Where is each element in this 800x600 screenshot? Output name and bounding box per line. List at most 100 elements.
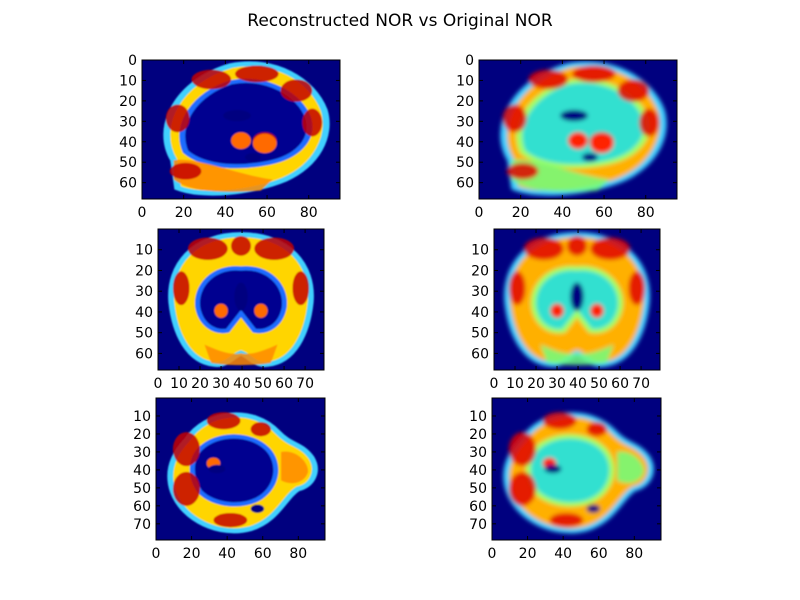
y-tick-label: 50 xyxy=(133,481,151,497)
y-tick-label: 10 xyxy=(119,73,137,89)
x-tick-label: 20 xyxy=(527,376,545,392)
y-tick-label: 30 xyxy=(456,114,474,130)
x-tick-label: 80 xyxy=(637,205,655,221)
axes-frame xyxy=(493,228,661,371)
hot-region xyxy=(617,79,650,102)
hot-region xyxy=(231,236,251,256)
hot-region xyxy=(235,65,279,83)
nucleus-region xyxy=(214,303,228,318)
void-region xyxy=(223,110,251,122)
x-tick-label: 80 xyxy=(625,546,643,562)
lower-band-region xyxy=(617,451,645,484)
void-region xyxy=(244,153,261,162)
x-tick-label: 40 xyxy=(233,376,251,392)
hot-region xyxy=(528,69,569,90)
x-tick-label: 10 xyxy=(170,376,188,392)
hot-region xyxy=(302,108,323,137)
y-tick-label: 20 xyxy=(119,94,137,110)
y-tick-label: 20 xyxy=(469,427,487,443)
hot-region xyxy=(586,422,607,437)
x-tick-label: 20 xyxy=(191,376,209,392)
axes-frame xyxy=(478,59,678,200)
hot-region xyxy=(542,412,577,430)
void-region xyxy=(544,464,562,474)
heatmap-image xyxy=(503,412,654,534)
x-tick-label: 10 xyxy=(506,376,524,392)
hot-region xyxy=(639,108,660,137)
x-tick-label: 20 xyxy=(512,205,530,221)
y-tick-label: 10 xyxy=(456,73,474,89)
x-tick-label: 60 xyxy=(254,546,272,562)
axes-frame xyxy=(141,59,341,200)
heatmap-image xyxy=(500,61,667,196)
nucleus-region xyxy=(589,133,614,154)
x-tick-label: 60 xyxy=(590,546,608,562)
subplot-axial-reconstructed: 0 20 40 60 80 10 20 30 40 50 60 70 xyxy=(133,397,326,562)
x-tick-label: 40 xyxy=(218,546,236,562)
y-tick-label: 20 xyxy=(133,427,151,443)
y-tick-label: 10 xyxy=(469,409,487,425)
hot-region xyxy=(567,236,587,256)
hot-region xyxy=(506,162,539,180)
y-tick-label: 50 xyxy=(469,481,487,497)
void-region xyxy=(581,153,598,162)
void-region xyxy=(586,504,601,514)
x-tick-label: 20 xyxy=(519,546,537,562)
y-tick-label: 0 xyxy=(128,53,137,69)
y-tick-label: 70 xyxy=(469,517,487,533)
heatmap-image xyxy=(163,61,330,196)
void-region xyxy=(250,504,265,514)
y-tick-label: 50 xyxy=(119,155,137,171)
y-tick-label: 30 xyxy=(119,114,137,130)
hot-region xyxy=(523,237,564,261)
y-tick-label: 50 xyxy=(471,326,489,342)
y-tick-label: 20 xyxy=(471,263,489,279)
y-tick-label: 60 xyxy=(119,176,137,192)
figure-title: Reconstructed NOR vs Original NOR xyxy=(247,11,553,31)
y-tick-label: 60 xyxy=(135,346,153,362)
x-tick-label: 0 xyxy=(490,376,499,392)
x-tick-label: 0 xyxy=(154,376,163,392)
hot-region xyxy=(187,237,228,261)
hot-region xyxy=(206,412,241,430)
x-tick-label: 40 xyxy=(569,376,587,392)
nucleus-region xyxy=(252,133,277,154)
y-tick-label: 60 xyxy=(471,346,489,362)
void-region xyxy=(570,282,584,311)
subplot-axial-original: 0 20 40 60 80 10 20 30 40 50 60 70 xyxy=(469,397,662,562)
x-tick-label: 0 xyxy=(488,546,497,562)
y-tick-label: 60 xyxy=(469,499,487,515)
x-tick-label: 0 xyxy=(152,546,161,562)
hot-region xyxy=(213,513,248,528)
hot-region xyxy=(292,271,310,306)
lower-band-region xyxy=(281,451,309,484)
hot-region xyxy=(628,271,646,306)
hot-region xyxy=(502,104,527,133)
y-tick-label: 30 xyxy=(471,284,489,300)
void-region xyxy=(560,110,588,122)
y-tick-label: 10 xyxy=(471,243,489,259)
lower-band-region xyxy=(204,344,278,366)
hot-region xyxy=(254,237,295,261)
void-region xyxy=(208,464,226,474)
hot-region xyxy=(191,69,232,90)
axes-frame xyxy=(157,228,325,371)
hot-region xyxy=(250,422,271,437)
x-tick-label: 80 xyxy=(289,546,307,562)
x-tick-label: 40 xyxy=(216,205,234,221)
interior-region xyxy=(525,434,615,507)
lower-band-region xyxy=(540,344,614,366)
y-tick-label: 40 xyxy=(135,305,153,321)
hot-region xyxy=(172,471,200,506)
y-tick-label: 50 xyxy=(456,155,474,171)
nucleus-region xyxy=(590,303,604,318)
x-tick-label: 20 xyxy=(175,205,193,221)
hot-region xyxy=(280,79,313,102)
x-tick-label: 60 xyxy=(611,376,629,392)
x-tick-label: 0 xyxy=(475,205,484,221)
y-tick-label: 40 xyxy=(456,135,474,151)
heatmap-image xyxy=(167,412,318,534)
x-tick-label: 40 xyxy=(554,546,572,562)
